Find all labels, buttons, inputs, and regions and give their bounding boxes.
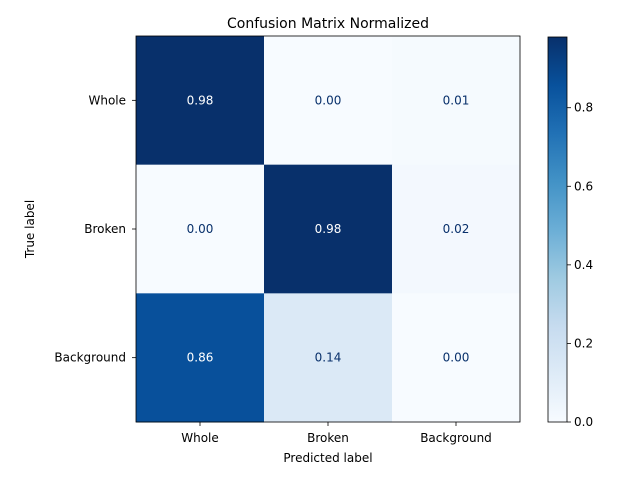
y-axis-ticks: Whole Broken Background (54, 93, 136, 365)
y-axis-label: True label (23, 200, 37, 259)
x-axis-label: Predicted label (283, 451, 372, 465)
cell-value-label: 0.02 (443, 222, 470, 236)
heatmap-cell (392, 293, 521, 423)
cell-value-label: 0.01 (443, 93, 470, 107)
y-tick-label: Whole (88, 93, 126, 107)
colorbar (547, 36, 568, 423)
heatmap-cell (392, 36, 521, 166)
heatmap-cell (136, 164, 265, 294)
colorbar-ticks: 0.0 0.2 0.4 0.6 0.8 (567, 101, 593, 429)
y-tick-label: Broken (84, 222, 126, 236)
colorbar-tick-label: 0.0 (574, 415, 593, 429)
heatmap-cell (136, 293, 265, 423)
colorbar-tick-label: 0.6 (574, 179, 593, 193)
x-tick-label: Background (420, 431, 492, 445)
x-tick-label: Whole (181, 431, 219, 445)
heatmap-cell (264, 164, 393, 294)
colorbar-tick-label: 0.2 (574, 336, 593, 350)
cell-value-label: 0.00 (443, 351, 470, 365)
x-tick-label: Broken (307, 431, 349, 445)
cell-value-label: 0.98 (187, 93, 214, 107)
cell-value-label: 0.00 (315, 93, 342, 107)
heatmap-cell (264, 293, 393, 423)
heatmap-cell (264, 36, 393, 166)
cell-value-label: 0.00 (187, 222, 214, 236)
heatmap-cells (136, 36, 521, 423)
chart-title: Confusion Matrix Normalized (227, 16, 429, 32)
cell-value-label: 0.98 (315, 222, 342, 236)
heatmap-cell (392, 164, 521, 294)
cell-value-label: 0.14 (315, 351, 342, 365)
cell-value-label: 0.86 (187, 351, 214, 365)
heatmap-cell (136, 36, 265, 166)
heatmap-value-labels: 0.98 0.00 0.01 0.00 0.98 0.02 0.86 0.14 0.00 (187, 93, 470, 364)
x-axis-ticks: Whole Broken Background (181, 422, 492, 445)
y-tick-label: Background (54, 351, 126, 365)
colorbar-tick-label: 0.8 (574, 101, 593, 115)
colorbar-tick-label: 0.4 (574, 258, 593, 272)
